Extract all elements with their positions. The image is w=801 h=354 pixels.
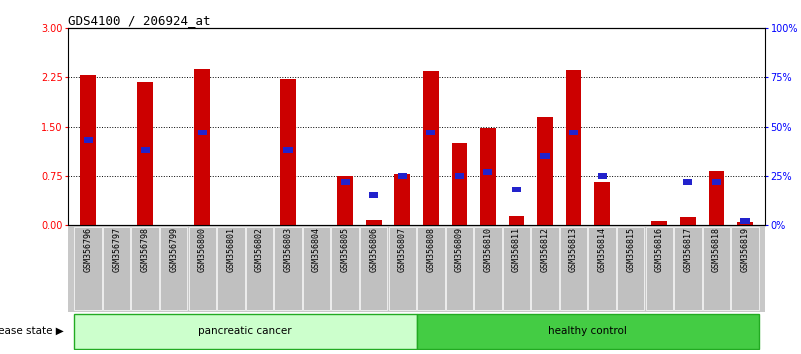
Bar — [680, 217, 696, 225]
Bar — [702, 227, 730, 310]
Text: disease state ▶: disease state ▶ — [0, 326, 64, 336]
Bar — [452, 143, 467, 225]
Bar — [426, 130, 436, 136]
Text: GSM356806: GSM356806 — [369, 227, 378, 273]
Text: GSM356812: GSM356812 — [541, 227, 549, 273]
Bar — [303, 227, 330, 310]
Text: GSM356796: GSM356796 — [83, 227, 93, 273]
Text: GSM356807: GSM356807 — [398, 227, 407, 273]
Text: GSM356805: GSM356805 — [340, 227, 349, 273]
Text: GSM356798: GSM356798 — [141, 227, 150, 273]
Bar — [369, 193, 378, 198]
Text: GSM356819: GSM356819 — [740, 227, 750, 273]
Bar — [217, 227, 244, 310]
Bar — [360, 227, 388, 310]
Bar — [394, 174, 410, 225]
Bar — [509, 216, 525, 225]
Bar — [569, 130, 578, 136]
Bar — [674, 227, 702, 310]
Bar — [503, 227, 530, 310]
Bar — [74, 227, 102, 310]
Text: GSM356804: GSM356804 — [312, 227, 321, 273]
Text: GSM356814: GSM356814 — [598, 227, 606, 273]
Bar — [284, 147, 292, 153]
Bar — [541, 153, 549, 159]
Bar — [74, 314, 417, 349]
Bar — [455, 173, 464, 179]
Text: GSM356817: GSM356817 — [683, 227, 692, 273]
Bar — [531, 227, 559, 310]
Bar — [417, 227, 445, 310]
Bar — [683, 179, 692, 184]
Bar — [445, 227, 473, 310]
Bar — [103, 227, 131, 310]
Bar — [198, 130, 207, 136]
Text: GSM356797: GSM356797 — [112, 227, 121, 273]
Bar — [337, 176, 353, 225]
Bar — [512, 187, 521, 193]
Text: GSM356799: GSM356799 — [169, 227, 179, 273]
Bar — [474, 227, 501, 310]
Bar — [332, 227, 359, 310]
Bar — [566, 70, 582, 225]
Text: GSM356801: GSM356801 — [227, 227, 235, 273]
Bar — [737, 222, 753, 225]
Text: GSM356800: GSM356800 — [198, 227, 207, 273]
Bar — [740, 218, 750, 224]
Bar — [83, 137, 93, 143]
Bar — [537, 117, 553, 225]
Bar — [709, 171, 724, 225]
Text: GSM356803: GSM356803 — [284, 227, 292, 273]
Bar — [246, 227, 273, 310]
Bar — [366, 220, 381, 225]
Text: GSM356811: GSM356811 — [512, 227, 521, 273]
Text: GDS4100 / 206924_at: GDS4100 / 206924_at — [68, 14, 211, 27]
Bar — [388, 227, 416, 310]
Text: GSM356802: GSM356802 — [255, 227, 264, 273]
Bar — [340, 179, 350, 184]
Bar — [480, 128, 496, 225]
Bar — [560, 227, 587, 310]
Text: GSM356818: GSM356818 — [712, 227, 721, 273]
Bar — [274, 227, 302, 310]
Bar — [160, 227, 187, 310]
Bar — [137, 82, 153, 225]
Bar — [594, 182, 610, 225]
Bar — [712, 179, 721, 184]
Bar — [397, 173, 407, 179]
Bar — [646, 227, 673, 310]
Bar — [417, 314, 759, 349]
Bar — [195, 69, 210, 225]
Text: GSM356816: GSM356816 — [654, 227, 664, 273]
Text: pancreatic cancer: pancreatic cancer — [199, 326, 292, 336]
Bar — [589, 227, 616, 310]
Text: GSM356810: GSM356810 — [484, 227, 493, 273]
Bar — [651, 221, 667, 225]
Text: GSM356815: GSM356815 — [626, 227, 635, 273]
Text: healthy control: healthy control — [549, 326, 627, 336]
Bar — [731, 227, 759, 310]
Bar — [423, 71, 439, 225]
Bar — [617, 227, 645, 310]
Bar — [188, 227, 216, 310]
Bar — [598, 173, 606, 179]
Bar — [80, 75, 96, 225]
Bar — [280, 79, 296, 225]
Text: GSM356808: GSM356808 — [426, 227, 435, 273]
Bar — [131, 227, 159, 310]
Text: GSM356813: GSM356813 — [569, 227, 578, 273]
Bar — [483, 169, 493, 175]
Text: GSM356809: GSM356809 — [455, 227, 464, 273]
Bar — [141, 147, 150, 153]
